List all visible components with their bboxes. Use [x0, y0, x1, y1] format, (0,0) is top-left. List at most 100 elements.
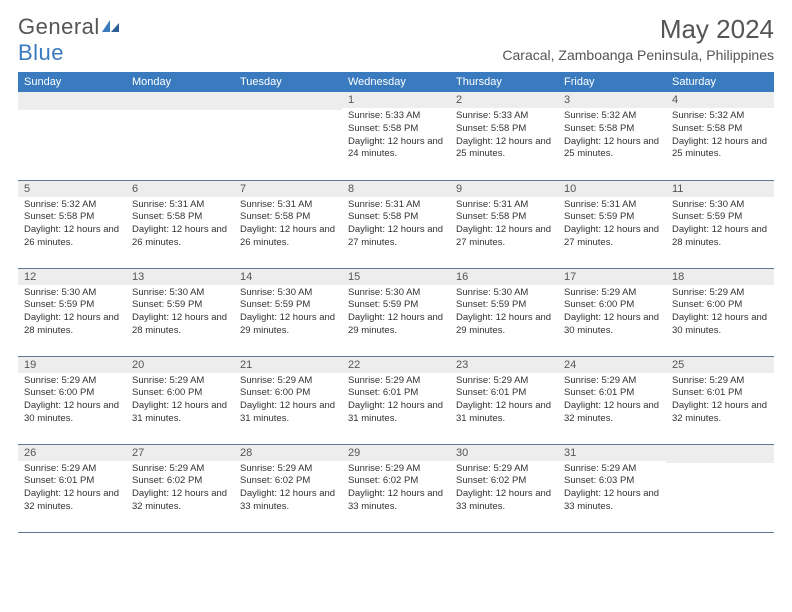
- calendar-cell: 9Sunrise: 5:31 AMSunset: 5:58 PMDaylight…: [450, 180, 558, 268]
- day-number-bar: 4: [666, 92, 774, 108]
- calendar-cell: 31Sunrise: 5:29 AMSunset: 6:03 PMDayligh…: [558, 444, 666, 532]
- calendar-cell: 2Sunrise: 5:33 AMSunset: 5:58 PMDaylight…: [450, 92, 558, 180]
- calendar-cell: 17 Sunrise: 5:29 AMSunset: 6:00 PMDayligh…: [558, 268, 666, 356]
- day-number-bar: [666, 445, 774, 463]
- cell-body: Sunrise: 5:29 AMSunset: 6:01 PMDaylight:…: [666, 373, 774, 430]
- cell-body: Sunrise: 5:33 AMSunset: 5:58 PMDaylight:…: [450, 108, 558, 165]
- daylight-line: Daylight: 12 hours and 31 minutes.: [240, 400, 336, 426]
- daylight-line: Daylight: 12 hours and 30 minutes.: [564, 312, 660, 338]
- calendar-cell: 7Sunrise: 5:31 AMSunset: 5:58 PMDaylight…: [234, 180, 342, 268]
- daylight-line: Daylight: 12 hours and 29 minutes.: [348, 312, 444, 338]
- sunset-line: Sunset: 5:58 PM: [456, 123, 552, 136]
- sunrise-line: Sunrise: 5:29 AM: [672, 287, 768, 300]
- cell-body: Sunrise: 5:30 AMSunset: 5:59 PMDaylight:…: [342, 285, 450, 342]
- cell-body: Sunrise: 5:29 AMSunset: 6:02 PMDaylight:…: [342, 461, 450, 518]
- sunset-line: Sunset: 6:01 PM: [24, 475, 120, 488]
- sunrise-line: Sunrise: 5:29 AM: [132, 463, 228, 476]
- sunset-line: Sunset: 5:59 PM: [132, 299, 228, 312]
- day-number-bar: 25: [666, 357, 774, 373]
- daylight-line: Daylight: 12 hours and 33 minutes.: [348, 488, 444, 514]
- sunset-line: Sunset: 5:58 PM: [348, 211, 444, 224]
- logo-text: General Blue: [18, 14, 122, 66]
- daylight-line: Daylight: 12 hours and 32 minutes.: [132, 488, 228, 514]
- sunrise-line: Sunrise: 5:32 AM: [564, 110, 660, 123]
- daylight-line: Daylight: 12 hours and 27 minutes.: [456, 224, 552, 250]
- weekday-header: Thursday: [450, 72, 558, 92]
- day-number-bar: [126, 92, 234, 110]
- daylight-line: Daylight: 12 hours and 33 minutes.: [456, 488, 552, 514]
- weekday-header: Saturday: [666, 72, 774, 92]
- day-number-bar: 6: [126, 181, 234, 197]
- sunset-line: Sunset: 5:58 PM: [132, 211, 228, 224]
- cell-body: Sunrise: 5:29 AMSunset: 6:00 PMDaylight:…: [234, 373, 342, 430]
- daylight-line: Daylight: 12 hours and 32 minutes.: [672, 400, 768, 426]
- sunrise-line: Sunrise: 5:30 AM: [240, 287, 336, 300]
- sunset-line: Sunset: 5:58 PM: [672, 123, 768, 136]
- cell-body: Sunrise: 5:29 AMSunset: 6:02 PMDaylight:…: [450, 461, 558, 518]
- day-number-bar: 31: [558, 445, 666, 461]
- daylight-line: Daylight: 12 hours and 25 minutes.: [564, 136, 660, 162]
- sunset-line: Sunset: 6:00 PM: [240, 387, 336, 400]
- sunset-line: Sunset: 6:00 PM: [132, 387, 228, 400]
- month-title: May 2024: [502, 14, 774, 45]
- calendar-cell: 19Sunrise: 5:29 AMSunset: 6:00 PMDayligh…: [18, 356, 126, 444]
- sunset-line: Sunset: 5:58 PM: [24, 211, 120, 224]
- calendar-cell: 29Sunrise: 5:29 AMSunset: 6:02 PMDayligh…: [342, 444, 450, 532]
- sunset-line: Sunset: 6:02 PM: [132, 475, 228, 488]
- day-number-bar: [234, 92, 342, 110]
- calendar-cell: 28Sunrise: 5:29 AMSunset: 6:02 PMDayligh…: [234, 444, 342, 532]
- day-number-bar: 7: [234, 181, 342, 197]
- page-header: General Blue May 2024 Caracal, Zamboanga…: [18, 14, 774, 66]
- daylight-line: Daylight: 12 hours and 33 minutes.: [564, 488, 660, 514]
- calendar-cell: 22Sunrise: 5:29 AMSunset: 6:01 PMDayligh…: [342, 356, 450, 444]
- daylight-line: Daylight: 12 hours and 28 minutes.: [672, 224, 768, 250]
- calendar-cell: 18Sunrise: 5:29 AMSunset: 6:00 PMDayligh…: [666, 268, 774, 356]
- sunrise-line: Sunrise: 5:29 AM: [456, 463, 552, 476]
- sunrise-line: Sunrise: 5:29 AM: [24, 463, 120, 476]
- daylight-line: Daylight: 12 hours and 28 minutes.: [24, 312, 120, 338]
- day-number-bar: 23: [450, 357, 558, 373]
- sunrise-line: Sunrise: 5:33 AM: [348, 110, 444, 123]
- day-number-bar: 14: [234, 269, 342, 285]
- cell-body: Sunrise: 5:31 AMSunset: 5:58 PMDaylight:…: [450, 197, 558, 254]
- day-number-bar: 17: [558, 269, 666, 285]
- sunrise-line: Sunrise: 5:29 AM: [564, 287, 660, 300]
- daylight-line: Daylight: 12 hours and 30 minutes.: [672, 312, 768, 338]
- sunset-line: Sunset: 6:01 PM: [456, 387, 552, 400]
- calendar-table: SundayMondayTuesdayWednesdayThursdayFrid…: [18, 72, 774, 533]
- sunrise-line: Sunrise: 5:29 AM: [456, 375, 552, 388]
- calendar-cell: 24Sunrise: 5:29 AMSunset: 6:01 PMDayligh…: [558, 356, 666, 444]
- cell-body: Sunrise: 5:29 AMSunset: 6:01 PMDaylight:…: [18, 461, 126, 518]
- sunrise-line: Sunrise: 5:29 AM: [348, 463, 444, 476]
- cell-body: Sunrise: 5:31 AMSunset: 5:58 PMDaylight:…: [126, 197, 234, 254]
- calendar-cell: 26Sunrise: 5:29 AMSunset: 6:01 PMDayligh…: [18, 444, 126, 532]
- day-number-bar: 20: [126, 357, 234, 373]
- sunset-line: Sunset: 5:59 PM: [348, 299, 444, 312]
- logo-text-1: General: [18, 14, 100, 39]
- cell-body: Sunrise: 5:31 AMSunset: 5:58 PMDaylight:…: [234, 197, 342, 254]
- daylight-line: Daylight: 12 hours and 31 minutes.: [348, 400, 444, 426]
- day-number-bar: 19: [18, 357, 126, 373]
- calendar-week-row: 19Sunrise: 5:29 AMSunset: 6:00 PMDayligh…: [18, 356, 774, 444]
- calendar-week-row: 26Sunrise: 5:29 AMSunset: 6:01 PMDayligh…: [18, 444, 774, 532]
- cell-body: Sunrise: 5:32 AMSunset: 5:58 PMDaylight:…: [18, 197, 126, 254]
- sunset-line: Sunset: 6:01 PM: [564, 387, 660, 400]
- sunset-line: Sunset: 6:02 PM: [456, 475, 552, 488]
- daylight-line: Daylight: 12 hours and 30 minutes.: [24, 400, 120, 426]
- sunset-line: Sunset: 6:00 PM: [564, 299, 660, 312]
- calendar-cell: 11Sunrise: 5:30 AMSunset: 5:59 PMDayligh…: [666, 180, 774, 268]
- weekday-header: Tuesday: [234, 72, 342, 92]
- calendar-cell: 1Sunrise: 5:33 AMSunset: 5:58 PMDaylight…: [342, 92, 450, 180]
- sunset-line: Sunset: 6:00 PM: [672, 299, 768, 312]
- calendar-cell: [666, 444, 774, 532]
- cell-body: Sunrise: 5:31 AMSunset: 5:58 PMDaylight:…: [342, 197, 450, 254]
- sunset-line: Sunset: 5:58 PM: [564, 123, 660, 136]
- daylight-line: Daylight: 12 hours and 29 minutes.: [240, 312, 336, 338]
- day-number-bar: 24: [558, 357, 666, 373]
- weekday-header: Monday: [126, 72, 234, 92]
- cell-body: Sunrise: 5:29 AMSunset: 6:00 PMDaylight:…: [666, 285, 774, 342]
- sunset-line: Sunset: 5:58 PM: [240, 211, 336, 224]
- daylight-line: Daylight: 12 hours and 33 minutes.: [240, 488, 336, 514]
- sunrise-line: Sunrise: 5:30 AM: [672, 199, 768, 212]
- sunrise-line: Sunrise: 5:32 AM: [672, 110, 768, 123]
